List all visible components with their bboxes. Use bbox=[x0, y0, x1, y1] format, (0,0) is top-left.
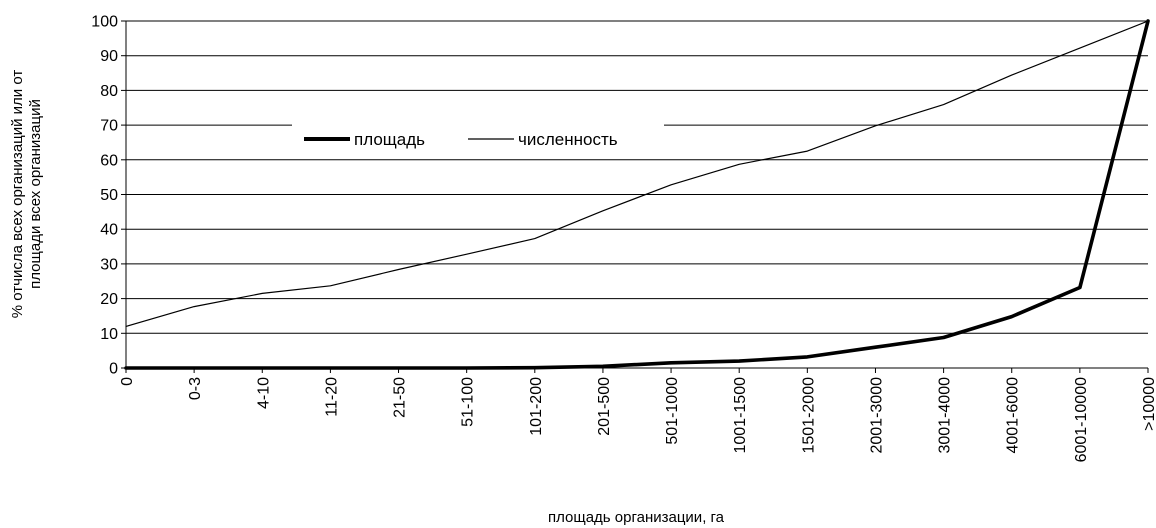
x-tick-label-12: 3001-4000 bbox=[937, 377, 954, 454]
y-tick-label-80: 80 bbox=[100, 83, 118, 100]
y-tick-label-20: 20 bbox=[100, 291, 118, 308]
y-tick-label-60: 60 bbox=[100, 152, 118, 169]
x-axis-title: площадь организации, га bbox=[548, 509, 725, 526]
series-line-численность bbox=[125, 20, 1149, 327]
x-tick-label-11: 2001-3000 bbox=[868, 377, 885, 454]
x-tick-label-8: 501-1000 bbox=[664, 377, 681, 445]
series-line-площадь bbox=[124, 19, 1150, 370]
x-tick-label-1: 0-3 bbox=[187, 377, 204, 400]
grid-lines bbox=[126, 20, 1148, 334]
y-tick-label-50: 50 bbox=[100, 187, 118, 204]
x-tick-label-4: 21-50 bbox=[392, 377, 409, 418]
x-tick-label-7: 201-500 bbox=[596, 377, 613, 436]
y-tick-label-70: 70 bbox=[100, 118, 118, 135]
x-tick-label-10: 1501-2000 bbox=[800, 377, 817, 454]
x-tick-label-0: 0 bbox=[119, 377, 136, 386]
x-tick-label-6: 101-200 bbox=[528, 377, 545, 436]
x-tick-label-14: 6001-10000 bbox=[1073, 377, 1090, 463]
legend-label-численность: численность bbox=[518, 130, 618, 149]
x-tick-label-9: 1001-1500 bbox=[732, 377, 749, 454]
y-tick-label-0: 0 bbox=[109, 361, 118, 378]
tick-labels: 0 10 20 30 40 50 60 70 80 90 100 0 0-3 4-10 11-20 21-50… bbox=[91, 14, 1156, 463]
legend: площадь численность bbox=[292, 122, 664, 156]
x-tick-label-15: >10000 bbox=[1141, 377, 1156, 431]
y-tick-label-90: 90 bbox=[100, 48, 118, 65]
series-lines bbox=[124, 19, 1150, 370]
y-tick-label-40: 40 bbox=[100, 222, 118, 239]
y-axis-title-line-1: % отчисла всех организаций или от bbox=[9, 70, 26, 319]
y-tick-label-30: 30 bbox=[100, 256, 118, 273]
axes bbox=[121, 20, 1149, 373]
x-tick-label-2: 4-10 bbox=[255, 377, 272, 409]
y-tick-label-100: 100 bbox=[91, 14, 118, 31]
legend-label-площадь: площадь bbox=[354, 130, 425, 149]
x-tick-label-5: 51-100 bbox=[460, 377, 477, 427]
y-axis-title-line-2: площади всех организаций bbox=[27, 99, 44, 289]
x-tick-label-3: 11-20 bbox=[323, 377, 340, 417]
y-tick-label-10: 10 bbox=[100, 326, 118, 343]
x-tick-label-13: 4001-6000 bbox=[1005, 377, 1022, 454]
